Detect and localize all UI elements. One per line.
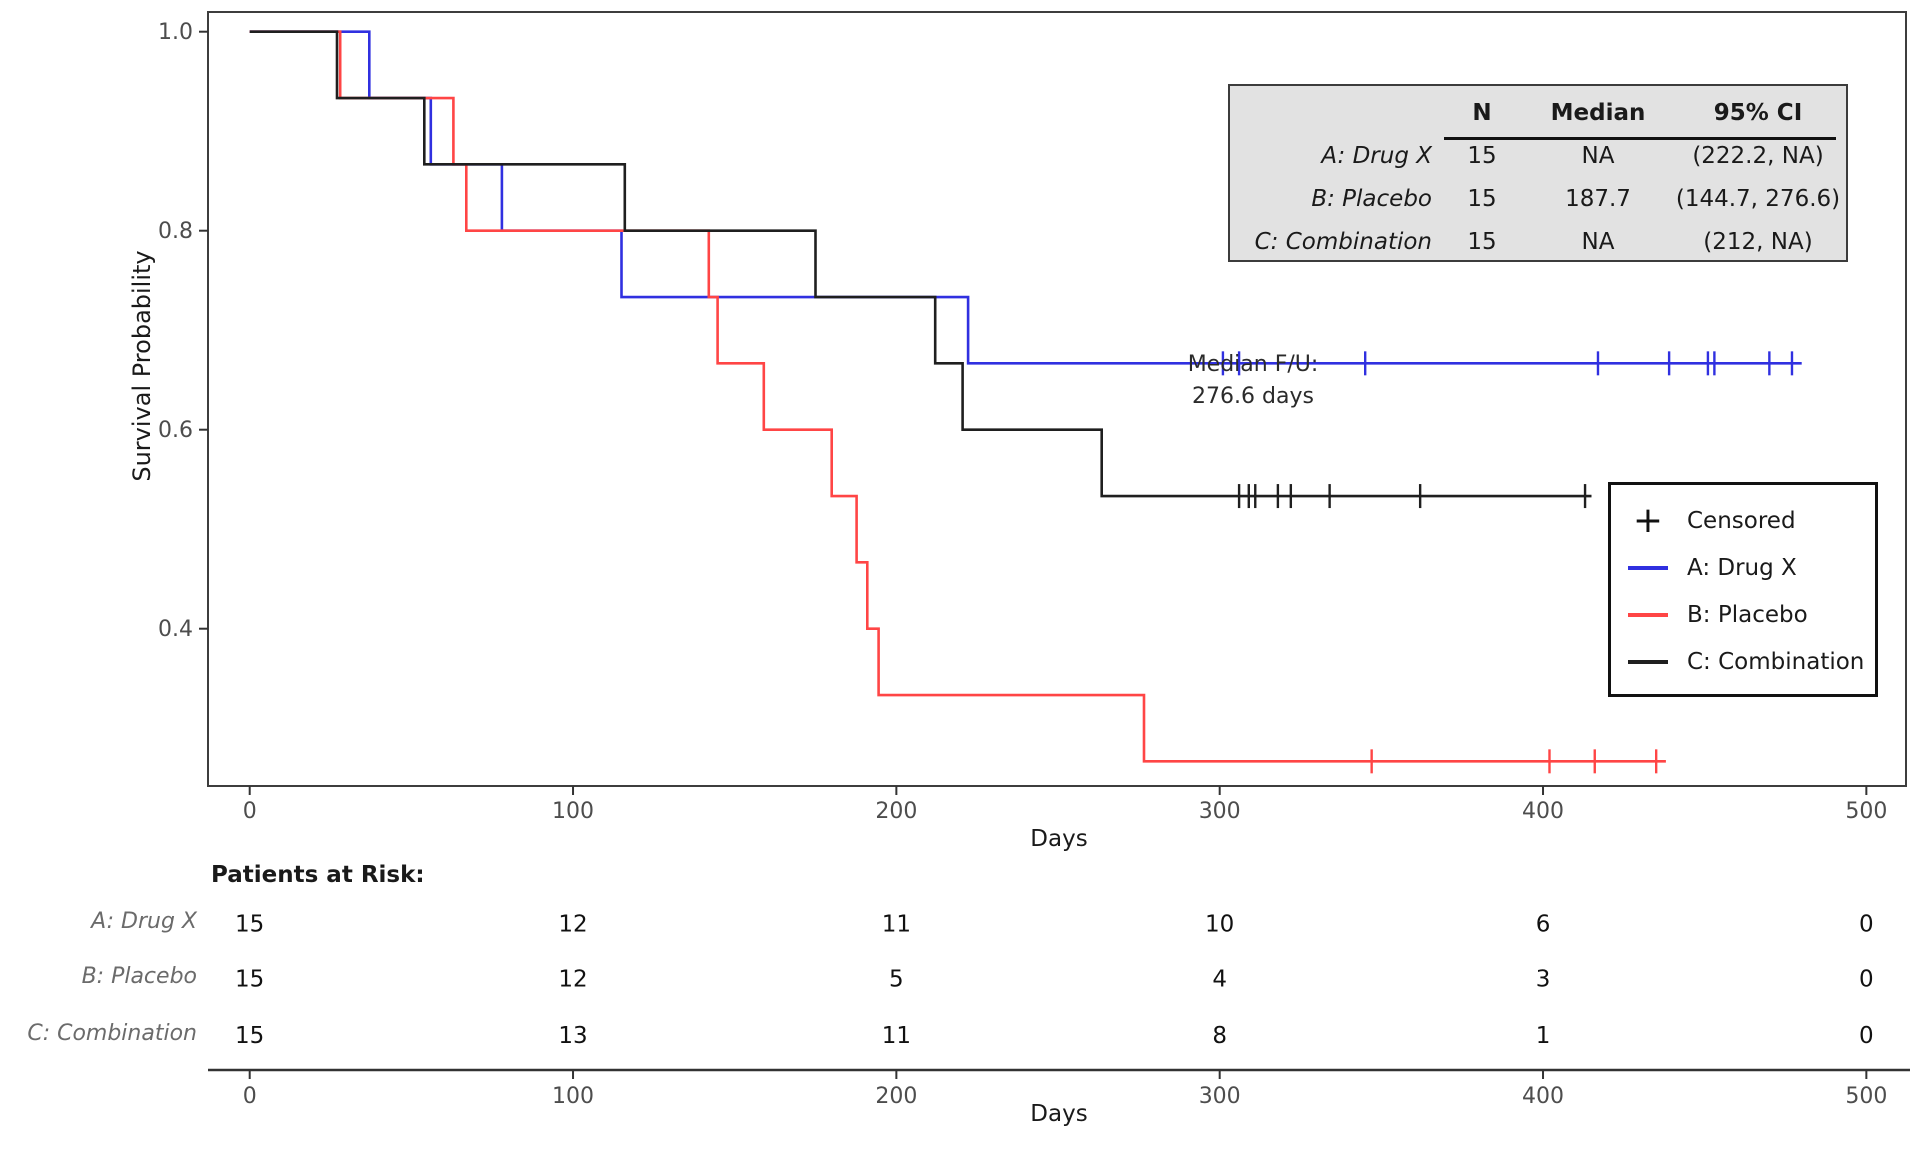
risk-row-label-drug-x: A: Drug X — [91, 909, 197, 934]
x-tick-label: 0 — [243, 799, 257, 824]
risk-count: 4 — [1212, 966, 1227, 992]
stats-header-median: Median — [1550, 100, 1646, 126]
stats-median-value: NA — [1581, 229, 1615, 255]
risk-x-tick-label: 500 — [1845, 1084, 1887, 1109]
risk-count: 1 — [1536, 1023, 1551, 1049]
patients-at-risk-title: Patients at Risk: — [211, 862, 425, 888]
censored-plus-icon: + — [1632, 499, 1664, 541]
y-tick-label: 1.0 — [158, 20, 193, 45]
risk-axis-title: Days — [1030, 1101, 1088, 1127]
risk-x-tick-label: 200 — [875, 1084, 917, 1109]
km-curve — [249, 30, 1592, 498]
median-followup-line1: Median F/U: — [1187, 352, 1319, 377]
stats-ci-value: (222.2, NA) — [1692, 143, 1824, 169]
km-curve — [249, 30, 1666, 763]
risk-count: 10 — [1205, 911, 1234, 937]
risk-count: 12 — [558, 966, 587, 992]
y-tick-label: 0.6 — [158, 418, 193, 443]
risk-x-tick-label: 100 — [552, 1084, 594, 1109]
risk-count: 15 — [235, 1023, 264, 1049]
stats-median-value: 187.7 — [1565, 186, 1631, 212]
legend-label-placebo: B: Placebo — [1687, 601, 1808, 628]
stats-row-label: A: Drug X — [1321, 143, 1432, 169]
legend-label-combination: C: Combination — [1687, 648, 1865, 675]
stats-corner-cell — [1230, 92, 1442, 135]
legend: + Censored A: Drug X B: Placebo C: Combi… — [1608, 482, 1878, 697]
y-tick-label: 0.8 — [158, 219, 193, 244]
risk-count: 13 — [558, 1023, 587, 1049]
risk-count: 0 — [1859, 1023, 1874, 1049]
risk-count: 5 — [889, 966, 904, 992]
risk-row-label-placebo: B: Placebo — [81, 964, 197, 989]
stats-ci-value: (144.7, 276.6) — [1675, 186, 1841, 212]
x-tick-label: 500 — [1845, 799, 1887, 824]
risk-count: 8 — [1212, 1023, 1227, 1049]
stats-n-value: 15 — [1467, 229, 1497, 255]
legend-item-combination: C: Combination — [1611, 638, 1875, 685]
line-swatch-icon — [1627, 565, 1669, 570]
x-tick-label: 200 — [875, 799, 917, 824]
stats-median-value: NA — [1581, 143, 1615, 169]
summary-stats-table: N Median 95% CI A: Drug X 15 NA (222.2, … — [1228, 84, 1848, 262]
legend-item-censored: + Censored — [1611, 497, 1875, 544]
stats-n-value: 15 — [1467, 186, 1497, 212]
x-tick-label: 400 — [1522, 799, 1564, 824]
stats-n-value: 15 — [1467, 143, 1497, 169]
risk-count: 15 — [235, 966, 264, 992]
risk-count: 12 — [558, 911, 587, 937]
x-tick-label: 300 — [1199, 799, 1241, 824]
median-followup-line2: 276.6 days — [1192, 384, 1314, 409]
median-followup-annotation: Median F/U: 276.6 days — [1188, 349, 1319, 413]
x-tick-label: 100 — [552, 799, 594, 824]
stats-row-label: B: Placebo — [1311, 186, 1432, 212]
legend-label-censored: Censored — [1687, 507, 1796, 534]
line-swatch-icon — [1627, 659, 1669, 664]
y-tick-label: 0.4 — [158, 617, 193, 642]
stats-header-ci: 95% CI — [1713, 100, 1803, 126]
line-swatch-icon — [1627, 612, 1669, 617]
risk-count: 6 — [1536, 911, 1551, 937]
stats-header-n: N — [1472, 100, 1492, 126]
y-axis-title: Survival Probability — [128, 250, 156, 482]
stats-ci-value: (212, NA) — [1703, 229, 1813, 255]
km-curve — [249, 30, 1802, 365]
legend-item-placebo: B: Placebo — [1611, 591, 1875, 638]
risk-count: 0 — [1859, 911, 1874, 937]
risk-count: 15 — [235, 911, 264, 937]
x-axis-title: Days — [1030, 826, 1088, 852]
risk-count: 11 — [882, 1023, 911, 1049]
risk-x-tick-label: 300 — [1199, 1084, 1241, 1109]
risk-count: 3 — [1536, 966, 1551, 992]
legend-item-drug-x: A: Drug X — [1611, 544, 1875, 591]
risk-x-tick-label: 400 — [1522, 1084, 1564, 1109]
risk-row-label-combination: C: Combination — [27, 1021, 197, 1046]
risk-x-tick-label: 0 — [243, 1084, 257, 1109]
legend-label-drug-x: A: Drug X — [1687, 554, 1797, 581]
risk-count: 11 — [882, 911, 911, 937]
risk-count: 0 — [1859, 966, 1874, 992]
stats-row-label: C: Combination — [1254, 229, 1432, 255]
stats-header-underline — [1444, 137, 1836, 140]
